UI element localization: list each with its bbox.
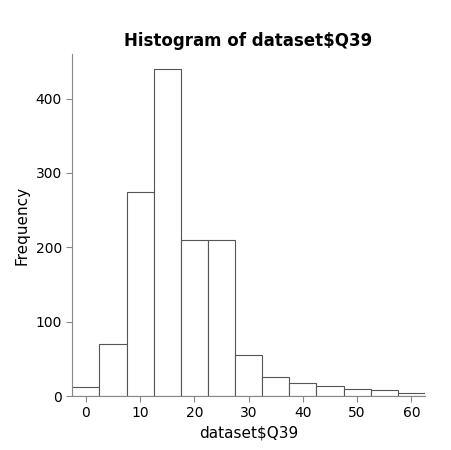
Bar (343, 388, 370, 396)
Bar (99, 344, 126, 396)
Title: Histogram of dataset$Q39: Histogram of dataset$Q39 (124, 32, 372, 50)
X-axis label: dataset$Q39: dataset$Q39 (198, 426, 298, 441)
Y-axis label: Frequency: Frequency (15, 185, 30, 265)
Bar (235, 355, 262, 396)
Bar (72, 387, 99, 396)
Bar (153, 69, 180, 396)
Bar (289, 383, 316, 396)
Bar (316, 387, 343, 396)
Bar (126, 192, 153, 396)
Bar (180, 240, 207, 396)
Bar (397, 393, 424, 396)
Bar (207, 240, 235, 396)
Bar (262, 378, 289, 396)
Bar (370, 390, 397, 396)
